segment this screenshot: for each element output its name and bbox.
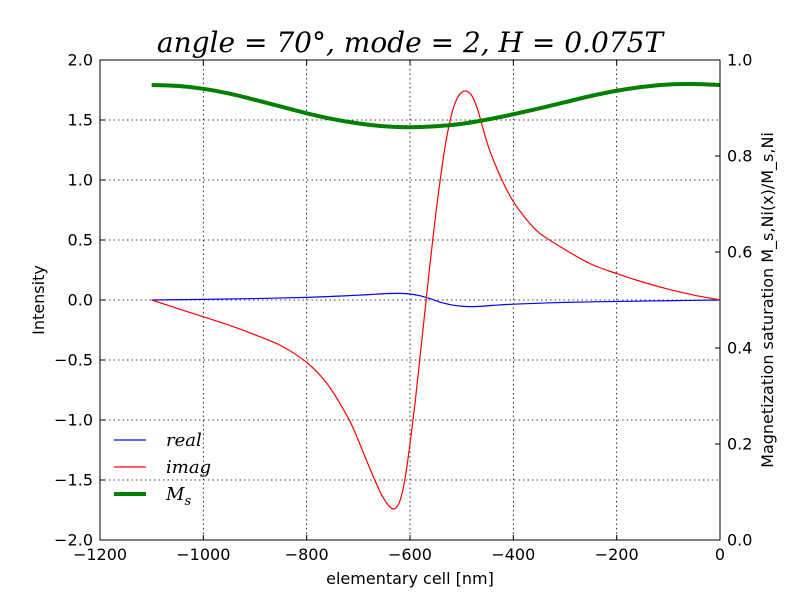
y-tick-label: 1.5 xyxy=(68,111,93,130)
plot-area xyxy=(151,81,721,510)
legend-label-m-s: Ms xyxy=(165,484,191,509)
y-tick-label: 2.0 xyxy=(68,51,93,70)
x-tick-label: −200 xyxy=(595,545,639,564)
y-tick-label: −1.5 xyxy=(54,471,93,490)
x-tick-label: −1200 xyxy=(73,545,127,564)
series-line-m-s xyxy=(151,81,721,130)
y2-tick-label: 0.4 xyxy=(727,339,752,358)
x-tick-label: −400 xyxy=(491,545,535,564)
y-tick-label: 1.0 xyxy=(68,171,93,190)
series-line-real xyxy=(151,292,721,308)
series-line-imag xyxy=(151,90,721,510)
grid xyxy=(100,60,720,540)
x-tick-label: −600 xyxy=(388,545,432,564)
y2-tick-label: 0.0 xyxy=(727,531,752,550)
y2-tick-label: 0.6 xyxy=(727,243,752,262)
x-axis-label: elementary cell [nm] xyxy=(326,569,494,588)
y-tick-label: −1.0 xyxy=(54,411,93,430)
legend: real imag Ms xyxy=(114,430,211,509)
y-tick-label: 0.5 xyxy=(68,231,93,250)
y2-axis-label: Magnetization saturation M_s,Ni(x)/M_s,N… xyxy=(758,132,778,468)
x-tick-label: −1000 xyxy=(176,545,230,564)
y2-tick-label: 0.2 xyxy=(727,435,752,454)
axes: −1200 −1000 −800 −600 −400 −200 0 −2.0 −1.5 −1.0 −… xyxy=(54,51,752,565)
y2-tick-label: 1.0 xyxy=(727,51,752,70)
y2-tick-label: 0.8 xyxy=(727,147,752,166)
y-axis-label: Intensity xyxy=(29,265,48,335)
legend-label-imag: imag xyxy=(166,457,211,478)
y-tick-label: −2.0 xyxy=(54,531,93,550)
y-tick-label: 0.0 xyxy=(68,291,93,310)
chart-title: angle = 70°, mode = 2, H = 0.075T xyxy=(157,26,665,59)
y-tick-label: −0.5 xyxy=(54,351,93,370)
x-tick-label: 0 xyxy=(715,545,725,564)
x-tick-label: −800 xyxy=(285,545,329,564)
legend-label-real: real xyxy=(166,430,202,451)
